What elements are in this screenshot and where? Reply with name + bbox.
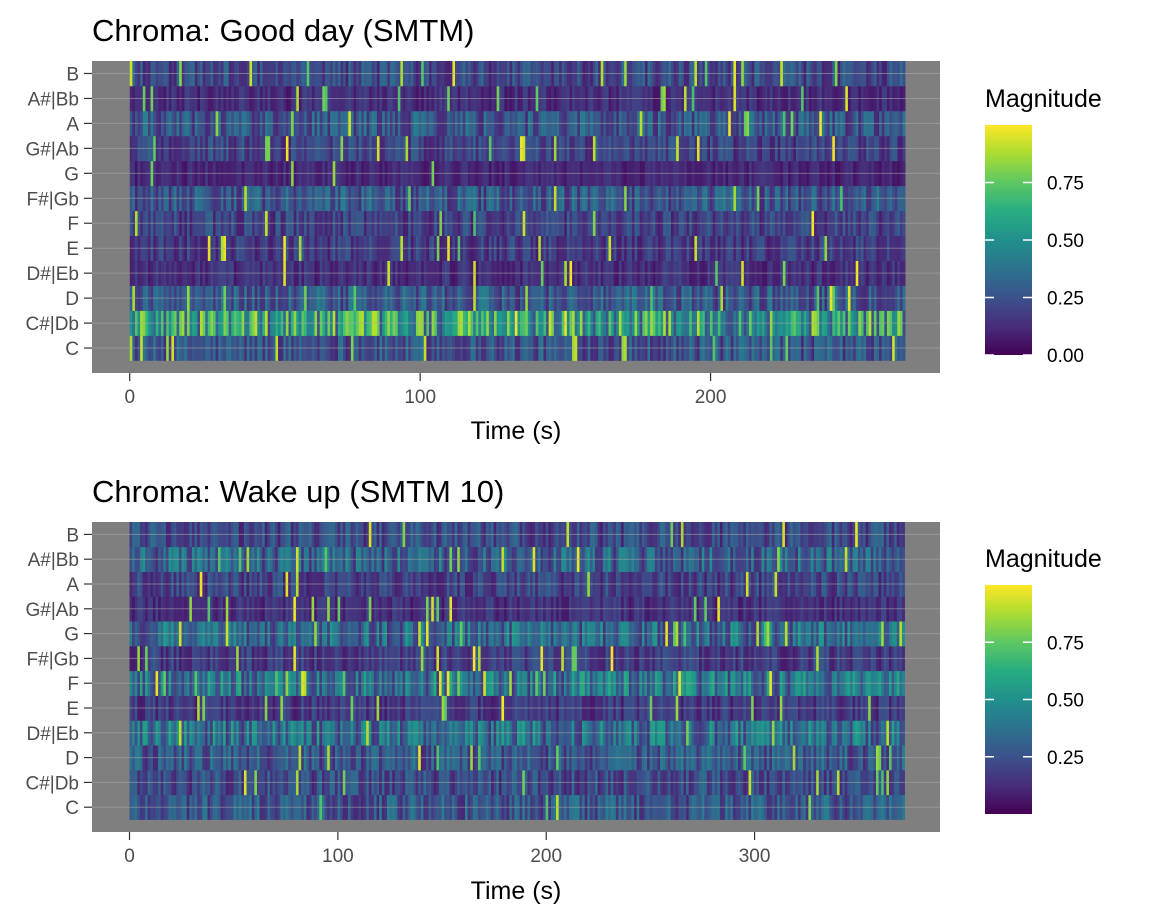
- y-tick-label: C#|Db: [25, 314, 79, 335]
- y-tick-label: G: [64, 164, 79, 185]
- chart-1: Chroma: Good day (SMTM) C C#|Db D D#|Eb EF F#…: [25, 13, 1101, 445]
- chart-1-title: Chroma: Good day (SMTM): [92, 13, 474, 48]
- y-tick-label: E: [66, 239, 79, 260]
- chart-1-legend-title: Magnitude: [985, 85, 1102, 113]
- chart-1-x-axis-title: Time (s): [471, 417, 562, 445]
- legend-tick-label: 0.25: [1047, 289, 1084, 310]
- chart-1-legend-ticks: 0.00 0.25 0.50 0.75: [985, 174, 1084, 367]
- x-tick-label: 200: [695, 387, 727, 408]
- y-tick-label: A: [66, 114, 79, 135]
- chart-1-gridlines: [92, 72, 940, 349]
- y-tick-label: B: [66, 64, 79, 85]
- chart-1-heatmap-cells: [129, 61, 906, 361]
- legend-tick-label: 0.50: [1047, 231, 1084, 252]
- chart-1-y-tick-labels: C C#|Db D D#|Eb EF F#|Gb G G#|Ab A A#|Bb B: [25, 64, 92, 360]
- chart-1-x-ticks: 0 100 200: [124, 373, 726, 408]
- y-tick-label: G#|Ab: [25, 139, 79, 160]
- chart-2-heatmap-cells: [129, 522, 905, 820]
- chart-2: Chroma: Wake up (SMTM 10) CC#|DbDD#|EbEF…: [25, 474, 1101, 905]
- y-tick-label: F#|Gb: [27, 189, 79, 210]
- y-tick-label: F: [67, 214, 79, 235]
- y-tick-label: D#|Eb: [27, 264, 79, 285]
- x-tick-label: 0: [124, 387, 135, 408]
- y-tick-label: C: [65, 339, 79, 360]
- legend-tick-label: 0.75: [1047, 174, 1084, 195]
- legend-tick-label: 0.00: [1047, 346, 1084, 367]
- y-tick-label: A#|Bb: [28, 89, 79, 110]
- y-tick-label: D: [65, 289, 79, 310]
- x-tick-label: 100: [404, 387, 436, 408]
- chart-2-title: Chroma: Wake up (SMTM 10): [92, 474, 504, 509]
